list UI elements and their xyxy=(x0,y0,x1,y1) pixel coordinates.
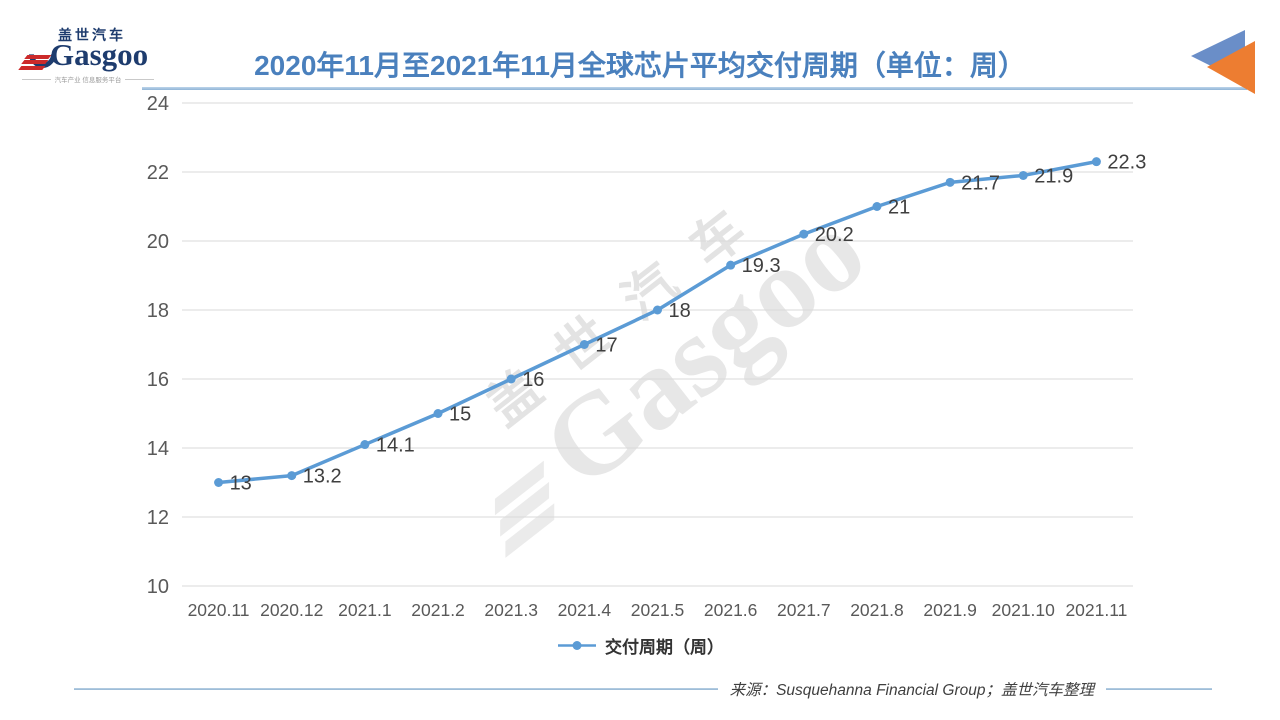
svg-text:24: 24 xyxy=(147,93,169,115)
chart-title: 2020年11月至2021年11月全球芯片平均交付周期（单位：周） xyxy=(254,50,1026,81)
svg-text:18: 18 xyxy=(147,300,169,322)
svg-text:22: 22 xyxy=(147,162,169,184)
header-divider xyxy=(142,87,1247,90)
tagline-rule-right xyxy=(125,78,154,80)
source-text: 来源：Susquehanna Financial Group；盖世汽车整理 xyxy=(729,682,1094,699)
data-labels: 13 13.2 14.1 15 16 17 18 19.3 20.2 21 21.7 21.9 22.3 xyxy=(230,152,1147,495)
svg-text:2021.10: 2021.10 xyxy=(992,600,1056,620)
brand-name-en: Gasgoo xyxy=(50,37,149,73)
svg-text:17: 17 xyxy=(595,335,617,357)
svg-text:2020.11: 2020.11 xyxy=(188,600,250,620)
svg-text:20.2: 20.2 xyxy=(815,224,854,246)
legend-marker-icon xyxy=(558,641,596,650)
legend: 交付周期（周） xyxy=(0,633,1280,658)
orange-triangle xyxy=(1207,41,1255,94)
y-axis-labels: 10 12 14 16 18 20 22 24 xyxy=(147,93,169,598)
x-axis-labels: 2020.11 2020.12 2021.1 2021.2 2021.3 2021.4 20… xyxy=(188,600,1128,620)
svg-text:2021.7: 2021.7 xyxy=(777,600,831,620)
gasgoo-mark-icon xyxy=(18,35,62,74)
svg-text:2021.3: 2021.3 xyxy=(484,600,538,620)
svg-text:2021.1: 2021.1 xyxy=(338,600,392,620)
svg-text:21.7: 21.7 xyxy=(961,172,1000,194)
svg-text:14: 14 xyxy=(147,438,169,460)
svg-text:2021.11: 2021.11 xyxy=(1065,600,1127,620)
footer-rule-right xyxy=(1106,688,1212,690)
svg-text:21: 21 xyxy=(888,197,910,219)
legend-label: 交付周期（周） xyxy=(605,638,724,657)
svg-text:14.1: 14.1 xyxy=(376,435,415,457)
left-triangles-icon xyxy=(1191,30,1255,94)
svg-text:2021.5: 2021.5 xyxy=(631,600,685,620)
svg-text:2021.9: 2021.9 xyxy=(923,600,977,620)
brand-name-cn: 盖世汽车 xyxy=(58,27,126,43)
tagline-rule-left xyxy=(22,78,51,80)
svg-text:12: 12 xyxy=(147,507,169,529)
svg-text:22.3: 22.3 xyxy=(1107,152,1146,174)
gasgoo-logo: 盖世汽车 Gasgoo 汽车产业 信息服务平台 xyxy=(18,27,154,84)
svg-text:2021.4: 2021.4 xyxy=(558,600,612,620)
series-line xyxy=(216,159,1099,485)
svg-text:16: 16 xyxy=(522,369,544,391)
svg-text:13: 13 xyxy=(230,473,252,495)
svg-text:18: 18 xyxy=(669,300,691,322)
svg-text:19.3: 19.3 xyxy=(742,255,781,277)
brand-row: Gasgoo xyxy=(18,35,154,74)
svg-text:2021.2: 2021.2 xyxy=(411,600,465,620)
svg-text:2021.8: 2021.8 xyxy=(850,600,904,620)
svg-text:16: 16 xyxy=(147,369,169,391)
svg-text:2021.6: 2021.6 xyxy=(704,600,758,620)
source-footer: 来源：Susquehanna Financial Group；盖世汽车整理 xyxy=(74,678,1212,700)
brand-tagline: 汽车产业 信息服务平台 xyxy=(22,74,154,84)
footer-rule-left xyxy=(74,688,718,690)
svg-text:21.9: 21.9 xyxy=(1034,165,1073,187)
red-stripes-icon xyxy=(18,54,52,70)
svg-text:2020.12: 2020.12 xyxy=(260,600,323,620)
svg-text:15: 15 xyxy=(449,404,471,426)
svg-text:10: 10 xyxy=(147,576,169,598)
svg-text:13.2: 13.2 xyxy=(303,466,342,488)
data-points xyxy=(214,157,1101,487)
svg-text:20: 20 xyxy=(147,231,169,253)
